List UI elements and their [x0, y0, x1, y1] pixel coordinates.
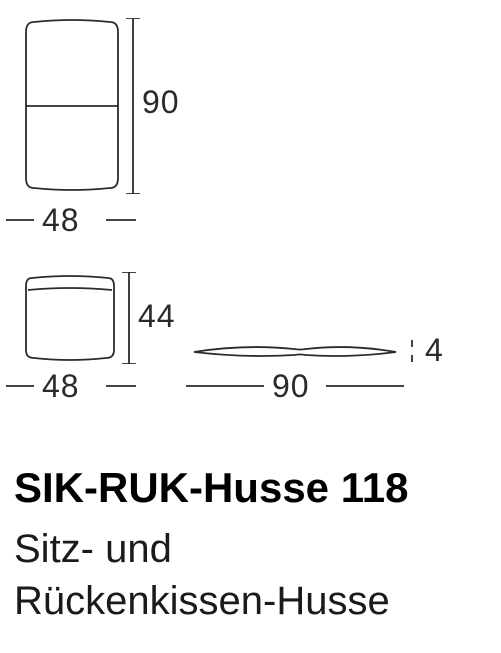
side-view-height-label: 4: [425, 332, 444, 369]
technical-drawing-page: 90 48 44 48: [0, 0, 501, 653]
top-view-drawing: [22, 18, 122, 194]
product-description-line2: Rückenkissen-Husse: [14, 576, 390, 626]
front-view-height-dim: [122, 272, 136, 364]
product-code-title: SIK-RUK-Husse 118: [14, 464, 408, 512]
product-description-line1: Sitz- und: [14, 524, 172, 574]
top-view-height-label: 90: [142, 84, 180, 121]
side-view-height-dim: [406, 338, 418, 364]
side-view-width-label: 90: [272, 368, 310, 405]
front-view-drawing: [22, 272, 118, 364]
front-view-width-label: 48: [42, 368, 80, 405]
front-view-height-label: 44: [138, 298, 176, 335]
side-view-drawing: [190, 340, 400, 362]
top-view-width-label: 48: [42, 202, 80, 239]
top-view-height-dim: [126, 18, 140, 194]
